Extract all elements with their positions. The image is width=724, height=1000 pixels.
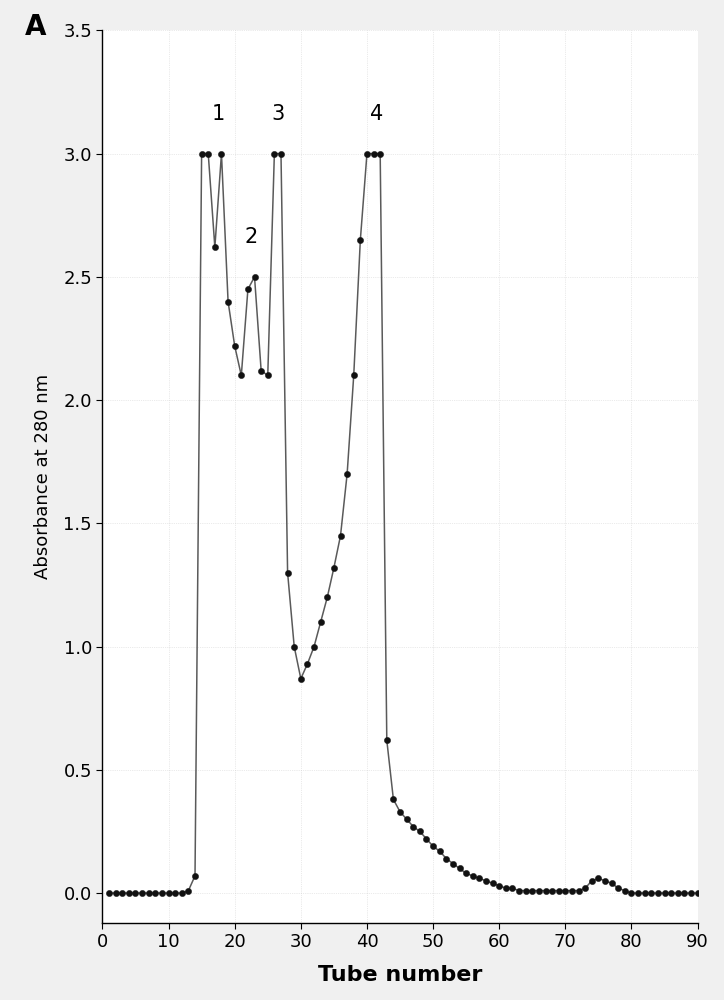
X-axis label: Tube number: Tube number (318, 965, 482, 985)
Y-axis label: Absorbance at 280 nm: Absorbance at 280 nm (34, 374, 52, 579)
Text: 4: 4 (370, 104, 384, 124)
Text: A: A (25, 13, 46, 41)
Text: 2: 2 (245, 227, 258, 247)
Text: 1: 1 (211, 104, 224, 124)
Text: 3: 3 (271, 104, 285, 124)
